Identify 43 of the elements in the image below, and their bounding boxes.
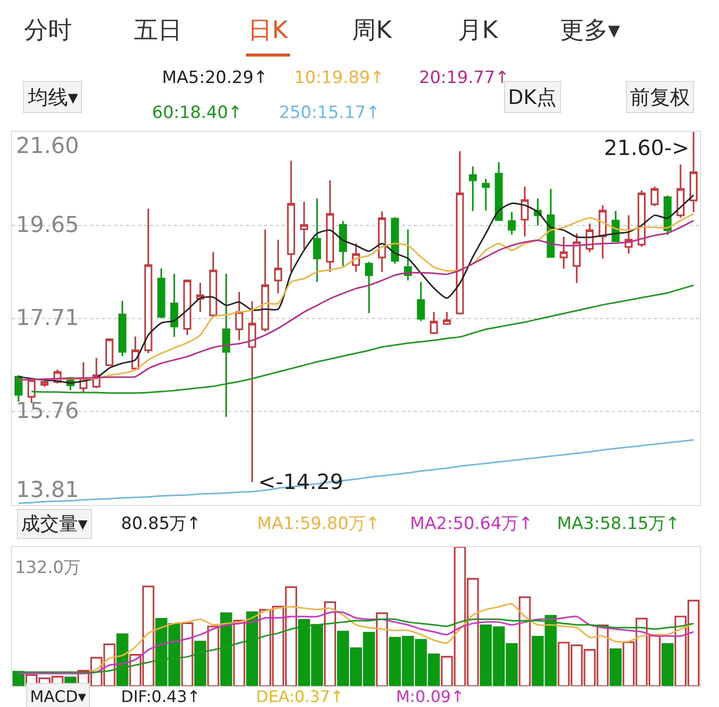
- text: MA5:20.29↑: [162, 68, 268, 88]
- bar: [662, 643, 674, 686]
- text: M:0.09↑: [396, 687, 464, 706]
- text: 前复权: [630, 85, 690, 109]
- text: 更多▾: [560, 16, 620, 44]
- y-tick-label: 13.81: [16, 478, 79, 503]
- text: 成交量▾: [21, 513, 88, 535]
- bar: [194, 640, 206, 686]
- bar: [246, 611, 258, 686]
- text: 均线▾: [27, 85, 78, 109]
- text: 20:19.77↑: [419, 68, 510, 88]
- text: 60:18.40↑: [152, 103, 242, 123]
- annotation: 21.60->: [604, 136, 690, 160]
- y-tick-label: 17.71: [16, 306, 79, 331]
- text: MACD▾: [30, 687, 86, 706]
- bar: [233, 620, 246, 686]
- bar: [376, 612, 388, 686]
- text: DEA:0.37↑: [256, 687, 344, 706]
- text: DK点: [508, 85, 557, 109]
- text: MA1:59.80万↑: [257, 514, 380, 534]
- y-tick-label: 15.76: [16, 399, 79, 424]
- bar: [207, 626, 220, 686]
- text: MA3:58.15万↑: [557, 514, 680, 534]
- text: 周K: [352, 16, 393, 44]
- text: MA2:50.64万↑: [410, 514, 533, 534]
- text: 10:19.89↑: [294, 68, 384, 88]
- y-tick-label: 21.60: [16, 134, 79, 159]
- bar: [116, 633, 128, 686]
- bar: [610, 648, 622, 686]
- text: 五日: [134, 16, 182, 44]
- annotation: 132.0万: [15, 558, 81, 578]
- text: 250:15.17↑: [279, 103, 380, 123]
- text: DIF:0.43↑: [121, 687, 200, 706]
- text: 月K: [458, 16, 499, 44]
- bar: [518, 596, 531, 686]
- bar: [220, 612, 232, 686]
- text: 80.85万↑: [121, 514, 201, 534]
- bar: [12, 670, 24, 686]
- bar: [181, 622, 194, 686]
- bar: [324, 601, 336, 686]
- text: 分时: [24, 16, 72, 44]
- text: 日K: [248, 16, 289, 44]
- y-tick-label: 19.65: [16, 213, 79, 238]
